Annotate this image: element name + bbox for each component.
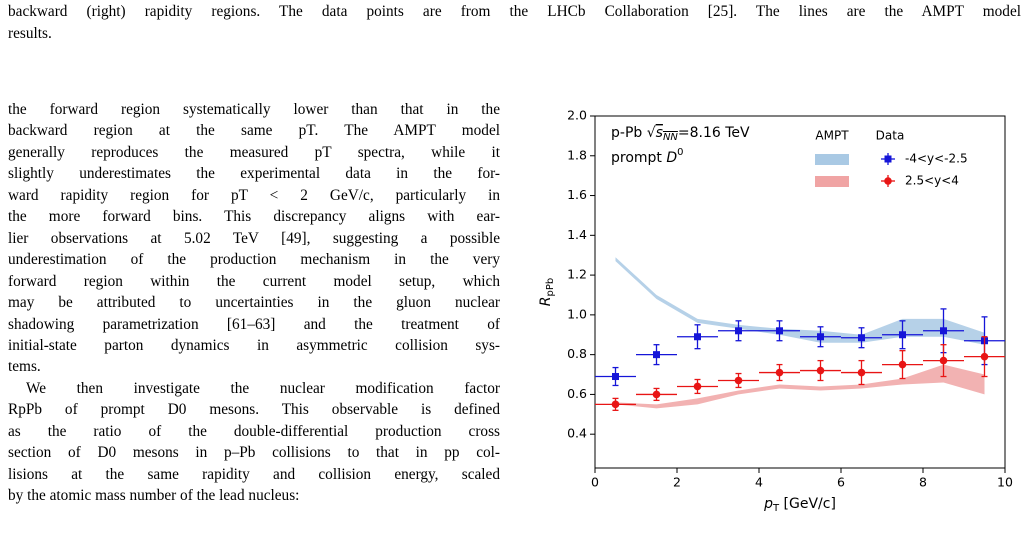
data-point [694, 333, 701, 341]
x-label-part: p [763, 496, 773, 512]
text-line: the more forward bins. This discrepancy … [8, 208, 500, 226]
y-tick-label: 1.2 [567, 267, 587, 282]
annotation-part: prompt [611, 150, 666, 166]
y-tick-label: 0.4 [567, 426, 587, 441]
annotation-part: D [666, 150, 677, 166]
legend-label: -4<y<-2.5 [905, 152, 968, 166]
legend-marker [884, 177, 892, 185]
annotation: p-Pb √sNN=8.16 TeV [611, 125, 750, 143]
model-band [615, 364, 985, 409]
legend-band-swatch [815, 154, 849, 165]
x-tick-label: 6 [837, 475, 845, 490]
x-axis-label: pT [GeV/c] [763, 496, 836, 514]
x-tick-label: 2 [673, 475, 681, 490]
data-point [693, 382, 702, 391]
text-line: results. [8, 24, 52, 42]
text-line: RpPb of prompt D0 mesons. This observabl… [8, 401, 500, 419]
data-point [611, 400, 620, 409]
text-line: the forward region systematically lower … [8, 101, 500, 118]
x-label-part: T [772, 503, 780, 514]
x-tick-label: 4 [755, 475, 763, 490]
data-point [775, 368, 784, 377]
x-tick-label: 10 [997, 475, 1013, 490]
x-tick-label: 8 [919, 475, 927, 490]
x-tick-label: 0 [591, 475, 599, 490]
model-band [615, 257, 985, 345]
text-line: may be attributed to uncertainties in th… [8, 294, 500, 312]
data-point [980, 352, 989, 361]
annotation-part: p-Pb √ [611, 125, 656, 141]
text-line: slightly underestimates the experimental… [8, 165, 500, 183]
text-line: We then investigate the nuclear modifica… [26, 379, 500, 397]
text-line: by the atomic mass number of the lead nu… [8, 487, 300, 505]
legend-title: Data [876, 129, 905, 143]
text-line: backward (right) rapidity regions. The d… [8, 3, 1021, 20]
text-line: backward region at the same pT. The AMPT… [8, 122, 500, 140]
text-line: underestimation of the production mechan… [8, 251, 500, 269]
data-point [940, 327, 947, 335]
x-label-part: [GeV/c] [779, 496, 836, 512]
y-tick-label: 1.8 [567, 147, 587, 162]
y-tick-label: 1.0 [567, 306, 587, 321]
data-point [857, 368, 866, 377]
annotation-part: 0 [677, 147, 683, 158]
y-tick-label: 1.4 [567, 227, 587, 242]
data-point [612, 373, 619, 381]
legend-label: 2.5<y<4 [905, 174, 959, 188]
text-line: tems. [8, 358, 41, 376]
annotation-part: s [656, 125, 663, 141]
data-point [817, 333, 824, 341]
text-line: initial-state parton dynamics in asymmet… [8, 336, 500, 354]
y-label-part: pPb [545, 278, 556, 297]
text-line: forward region within the current model … [8, 272, 500, 290]
data-point [653, 351, 660, 359]
y-tick-label: 1.6 [567, 187, 587, 202]
data-point [898, 360, 907, 369]
text-line: shadowing parametrization [61–63] and th… [8, 315, 500, 333]
text-line: lisions at the same rapidity and collisi… [8, 465, 500, 483]
data-point [735, 327, 742, 335]
annotation-part: NN [663, 132, 678, 143]
y-tick-label: 2.0 [567, 108, 587, 123]
legend-band-swatch [815, 176, 849, 187]
legend-marker [884, 155, 892, 163]
text-line: section of D0 mesons in p–Pb collisions … [8, 444, 500, 462]
text-line: as the ratio of the double-differential … [8, 422, 500, 440]
data-point [816, 366, 825, 375]
text-line: ward rapidity region for pT < 2 GeV/c, p… [8, 186, 500, 204]
legend-title: AMPT [815, 129, 849, 143]
y-tick-label: 0.8 [567, 346, 587, 361]
annotation: prompt D0 [611, 147, 684, 166]
y-tick-label: 0.6 [567, 386, 587, 401]
data-point [939, 356, 948, 365]
annotation-part: =8.16 TeV [678, 125, 750, 141]
data-point [734, 376, 743, 385]
data-point [858, 334, 865, 342]
text-line: generally reproduces the measured pT spe… [8, 143, 500, 161]
plot-frame [594, 115, 1006, 469]
text-line: lier observations at 5.02 TeV [49], sugg… [8, 229, 500, 247]
y-axis-label: RpPb [538, 278, 556, 306]
data-point [776, 327, 783, 335]
data-point [899, 331, 906, 339]
y-label-part: R [538, 297, 554, 307]
data-point [652, 390, 661, 399]
